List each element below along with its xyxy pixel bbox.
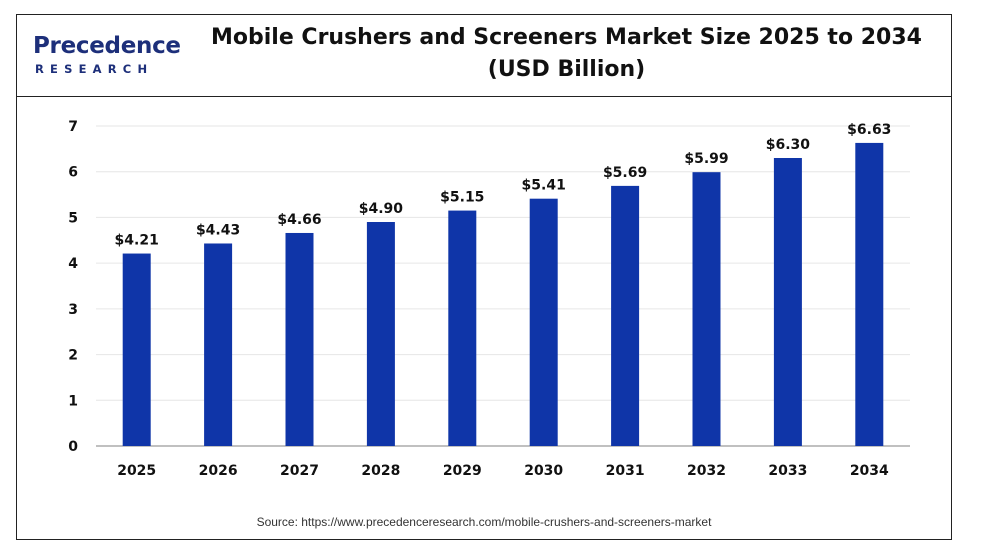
y-tick-label: 1 — [68, 393, 78, 409]
chart-title-block: Mobile Crushers and Screeners Market Siz… — [192, 22, 941, 86]
bar — [285, 232, 314, 446]
bar — [692, 172, 721, 446]
y-tick-label: 5 — [68, 210, 78, 226]
x-tick-label: 2030 — [524, 463, 563, 479]
x-tick-label: 2026 — [199, 463, 238, 479]
y-tick-label: 2 — [68, 348, 78, 364]
chart-header: Precedence RESEARCH Mobile Crushers and … — [17, 15, 951, 97]
chart-title: Mobile Crushers and Screeners Market Siz… — [211, 25, 922, 50]
x-tick-label: 2029 — [443, 463, 482, 479]
data-label: $5.41 — [522, 178, 566, 194]
data-label: $5.15 — [440, 190, 484, 206]
data-label: $4.66 — [277, 212, 321, 228]
y-tick-label: 7 — [68, 119, 78, 135]
source-note: Source: https://www.precedenceresearch.c… — [256, 515, 712, 529]
bar — [448, 210, 477, 446]
data-label: $6.30 — [766, 137, 811, 153]
bar — [122, 253, 151, 446]
x-tick-label: 2032 — [687, 463, 726, 479]
data-label: $4.43 — [196, 222, 240, 238]
data-label: $5.69 — [603, 165, 647, 181]
bar — [366, 222, 395, 446]
bar — [529, 198, 558, 446]
data-label: $4.21 — [115, 233, 159, 249]
chart-subtitle: (USD Billion) — [487, 57, 646, 82]
bar — [855, 142, 884, 446]
x-tick-label: 2028 — [361, 463, 400, 479]
y-tick-label: 0 — [68, 439, 78, 455]
bar — [611, 185, 640, 446]
precedence-research-logo: Precedence RESEARCH — [33, 33, 183, 83]
x-tick-label: 2034 — [850, 463, 889, 479]
x-tick-label: 2027 — [280, 463, 319, 479]
x-tick-label: 2031 — [606, 463, 645, 479]
bar — [204, 243, 233, 446]
data-label: $4.90 — [359, 201, 404, 217]
data-label: $5.99 — [684, 151, 728, 167]
y-tick-label: 4 — [68, 256, 78, 272]
y-tick-label: 3 — [68, 302, 78, 318]
logo-subtext: RESEARCH — [35, 62, 154, 76]
y-tick-label: 6 — [68, 165, 78, 181]
logo-wordmark: Precedence — [33, 33, 181, 59]
x-tick-label: 2025 — [117, 463, 156, 479]
data-label: $6.63 — [847, 122, 891, 138]
bar — [773, 158, 802, 446]
x-tick-label: 2033 — [768, 463, 807, 479]
